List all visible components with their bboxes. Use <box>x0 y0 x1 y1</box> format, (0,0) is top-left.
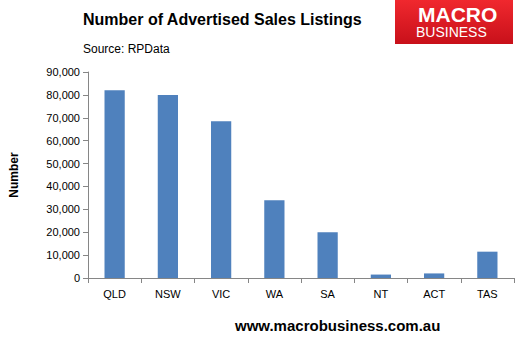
svg-text:BUSINESS: BUSINESS <box>416 24 487 40</box>
svg-text:NT: NT <box>374 288 389 300</box>
svg-text:SA: SA <box>320 288 335 300</box>
svg-text:MACRO: MACRO <box>418 3 497 26</box>
svg-text:60,000: 60,000 <box>46 135 80 147</box>
svg-text:10,000: 10,000 <box>46 249 80 261</box>
svg-text:Source: RPData: Source: RPData <box>83 42 170 56</box>
svg-text:90,000: 90,000 <box>46 66 80 78</box>
svg-text:www.macrobusiness.com.au: www.macrobusiness.com.au <box>234 317 440 334</box>
svg-text:NSW: NSW <box>155 288 181 300</box>
svg-text:0: 0 <box>74 272 80 284</box>
svg-text:30,000: 30,000 <box>46 203 80 215</box>
svg-text:WA: WA <box>266 288 284 300</box>
svg-text:20,000: 20,000 <box>46 226 80 238</box>
svg-text:VIC: VIC <box>212 288 230 300</box>
svg-text:70,000: 70,000 <box>46 112 80 124</box>
svg-text:Number of Advertised Sales Lis: Number of Advertised Sales Listings <box>83 11 362 28</box>
svg-text:40,000: 40,000 <box>46 180 80 192</box>
svg-text:50,000: 50,000 <box>46 158 80 170</box>
svg-text:80,000: 80,000 <box>46 89 80 101</box>
svg-text:QLD: QLD <box>103 288 126 300</box>
svg-text:ACT: ACT <box>423 288 445 300</box>
svg-text:Number: Number <box>7 152 21 198</box>
svg-text:TAS: TAS <box>477 288 498 300</box>
